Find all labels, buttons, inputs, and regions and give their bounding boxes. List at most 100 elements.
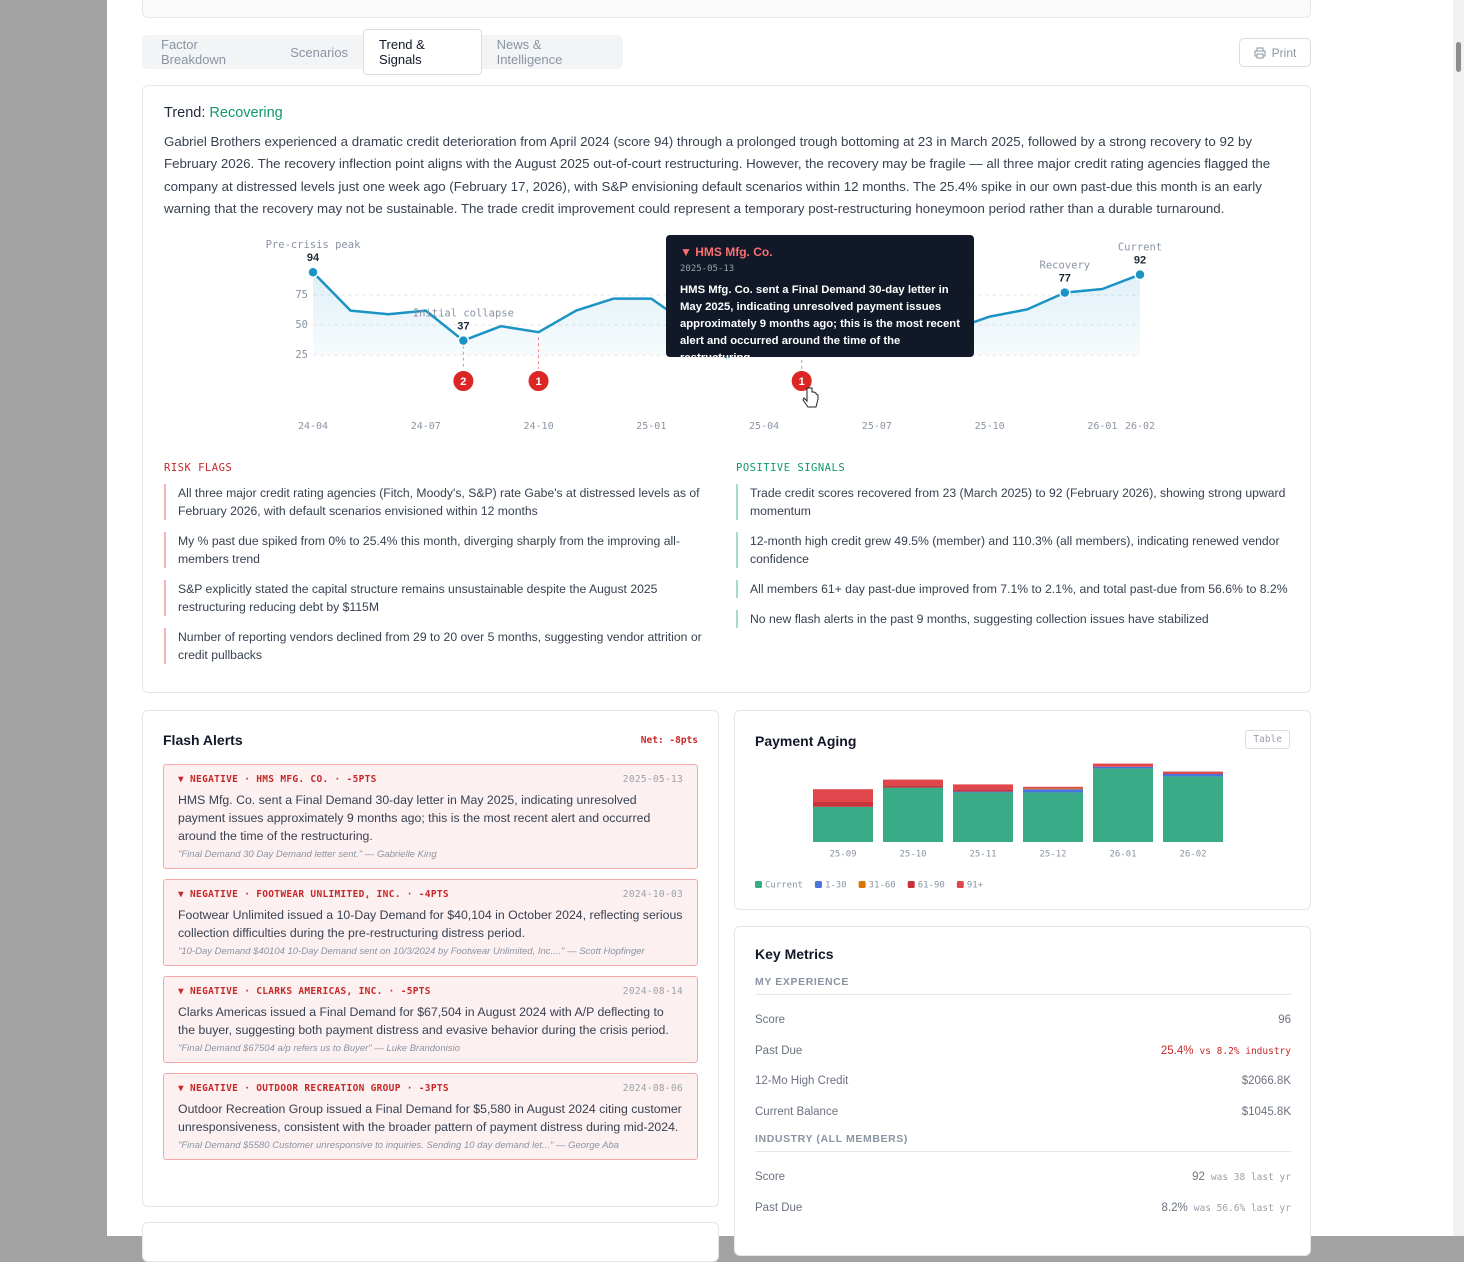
bar-segment: [1023, 789, 1083, 793]
flash-title: Flash Alerts: [163, 732, 243, 748]
event-marker[interactable]: [451, 369, 476, 393]
trend-heading: Trend: Recovering: [164, 105, 283, 121]
alert-type: ▼ NEGATIVE · HMS MFG. CO. · -5PTS: [178, 774, 377, 785]
positive-signal: No new flash alerts in the past 9 months…: [736, 610, 1289, 628]
x-tick-label: 25-10: [975, 421, 1005, 432]
bar-segment: [1163, 776, 1223, 842]
event-count: 1: [799, 376, 805, 388]
x-tick-label: 25-07: [862, 421, 892, 432]
print-icon: [1254, 47, 1266, 58]
risk-title: RISK FLAGS: [164, 462, 233, 474]
metrics-body: Key Metrics MY EXPERIENCE Score 96 Past Due 2…: [755, 946, 1291, 1223]
positive-signal: All members 61+ day past-due improved fr…: [736, 580, 1289, 598]
alert-body: Clarks Americas issued a Final Demand fo…: [178, 1005, 669, 1037]
legend-swatch: [907, 881, 915, 888]
metric-note: was 56.6% last yr: [1193, 1202, 1291, 1214]
legend-label: Current: [765, 881, 803, 891]
bar-segment: [953, 792, 1013, 842]
trend-card: Trend: Recovering Gabriel Brothers exper…: [142, 85, 1311, 693]
metric-row: Score 96: [755, 1005, 1291, 1036]
point: [1134, 268, 1146, 281]
metric-number: $2066.8K: [1241, 1075, 1291, 1088]
value-label: 94: [307, 252, 320, 264]
metric-number: 96: [1278, 1014, 1291, 1027]
tooltip-title: ▼ HMS Mfg. Co.: [680, 245, 773, 259]
metric-value: $1045.8K: [1242, 1106, 1291, 1118]
alert-type: ▼ NEGATIVE · CLARKS AMERICAS, INC. · -5P…: [178, 986, 431, 997]
scroll-thumb[interactable]: [1456, 42, 1461, 72]
tab[interactable]: Trend & Signals: [363, 29, 482, 75]
metric-number: $1045.8K: [1241, 1105, 1291, 1118]
legend-label: 31-60: [869, 881, 896, 891]
metric-value: $2066.8K: [1242, 1075, 1291, 1087]
risk-flag: S&P explicitly stated the capital struct…: [164, 580, 717, 616]
x-tick-label: 26-02: [1179, 850, 1206, 860]
bar-segment: [1093, 768, 1153, 842]
aging-chart: 25-09 25-10 25-11 25-12 26-01 26-02 Current 1-3…: [755, 763, 1223, 891]
bar-segment: [813, 802, 873, 807]
event-marker[interactable]: [526, 369, 551, 393]
x-tick-label: 24-10: [523, 421, 553, 432]
bar-segment: [883, 785, 943, 788]
legend-swatch: [755, 881, 762, 888]
x-tick-label: 26-01: [1087, 421, 1117, 432]
x-tick-label: 25-12: [1039, 850, 1066, 860]
risk-flag: All three major credit rating agencies (…: [164, 484, 717, 520]
bar-segment: [813, 806, 873, 842]
x-tick-label: 26-02: [1125, 421, 1155, 432]
bar-segment: [953, 784, 1013, 790]
alert-quote: "Final Demand $5580 Customer unresponsiv…: [178, 1140, 620, 1151]
annotation: Pre-crisis peak: [266, 239, 362, 251]
legend-swatch: [858, 881, 866, 888]
scrollbar[interactable]: [1453, 0, 1464, 1236]
x-tick-label: 25-10: [899, 850, 926, 860]
alert-body: Footwear Unlimited issued a 10-Day Deman…: [178, 908, 683, 940]
bar-segment: [1093, 763, 1153, 767]
positive-signals: POSITIVE SIGNALS Trade credit scores reco…: [736, 462, 1289, 640]
value-label: 92: [1134, 255, 1146, 267]
bar-segment: [883, 779, 943, 786]
alert-list: ▼ NEGATIVE · HMS MFG. CO. · -5PTS 2025-05…: [163, 764, 698, 1170]
alert-header: ▼ NEGATIVE · OUTDOOR RECREATION GROUP · …: [178, 1083, 683, 1094]
tab[interactable]: News & Intelligence: [496, 37, 563, 67]
section-title: INDUSTRY (ALL MEMBERS): [755, 1133, 1291, 1152]
event-marker[interactable]: [789, 369, 814, 393]
alert-body: Outdoor Recreation Group issued a Final …: [178, 1102, 682, 1134]
y-tick-label: 50: [295, 319, 308, 331]
alert-header: ▼ NEGATIVE · FOOTWEAR UNLIMITED, INC. · …: [178, 889, 683, 900]
x-tick-label: 25-09: [829, 850, 856, 860]
legend-label: 91+: [967, 881, 984, 891]
print-label: Print: [1271, 45, 1297, 60]
section-title: MY EXPERIENCE: [755, 976, 1291, 995]
value-label: 77: [1059, 273, 1071, 285]
bar-segment: [953, 791, 1013, 793]
table-button[interactable]: Table: [1245, 730, 1290, 749]
metric-value: 92 was 38 last yr: [1192, 1171, 1291, 1183]
alert-type: ▼ NEGATIVE · OUTDOOR RECREATION GROUP · …: [178, 1083, 449, 1094]
bar-segment: [883, 787, 943, 842]
tab[interactable]: Factor Breakdown: [161, 37, 227, 67]
metric-row: 12-Mo High Credit $2066.8K: [755, 1066, 1291, 1097]
legend-swatch: [956, 881, 964, 888]
trend-summary: Gabriel Brothers experienced a dramatic …: [164, 134, 1271, 217]
value-label: 37: [457, 321, 469, 333]
alert: ▼ NEGATIVE · FOOTWEAR UNLIMITED, INC. · …: [163, 879, 698, 966]
tab[interactable]: Scenarios: [290, 44, 349, 60]
tooltip-text: HMS Mfg. Co. sent a Final Demand 30-day …: [680, 284, 960, 364]
metric-label: Score: [755, 1171, 786, 1184]
metric-value: 8.2% was 56.6% last yr: [1162, 1202, 1291, 1214]
risk-flag: Number of reporting vendors declined fro…: [164, 628, 717, 664]
tab-bar: Factor Breakdown Scenarios Trend & Signals…: [142, 29, 623, 75]
aging-title: Payment Aging: [755, 733, 857, 749]
print-button[interactable]: Print: [1239, 38, 1311, 67]
next-card: [142, 1222, 719, 1262]
positive-signal: 12-month high credit grew 49.5% (member)…: [736, 532, 1289, 568]
y-tick-label: 75: [295, 289, 308, 301]
bar-segment: [1023, 788, 1083, 790]
metric-label: 12-Mo High Credit: [755, 1075, 849, 1088]
bar-segment: [1023, 786, 1083, 789]
page: Factor Breakdown Scenarios Trend & Signals…: [107, 0, 1464, 1262]
trend-status: Recovering: [209, 105, 283, 121]
metric-row: Past Due 25.4% vs 8.2% industry: [755, 1036, 1291, 1067]
event-count: 1: [535, 376, 541, 388]
